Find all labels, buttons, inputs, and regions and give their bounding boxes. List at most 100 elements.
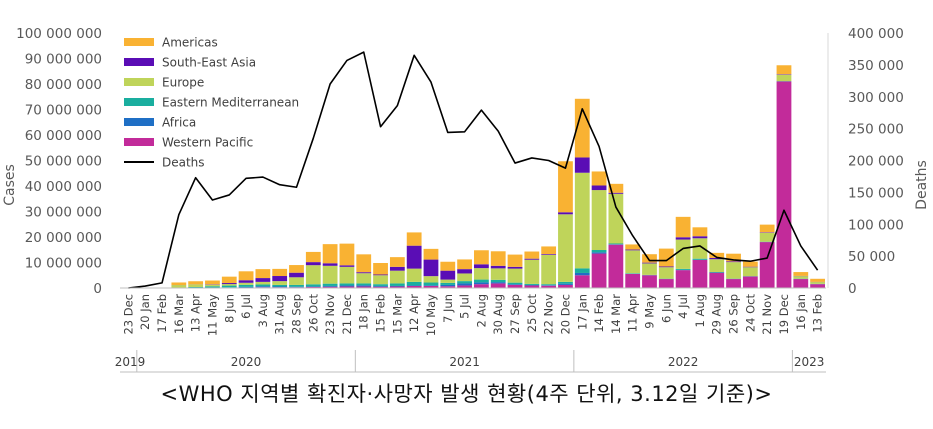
bar-segment bbox=[457, 281, 472, 284]
bar-segment bbox=[524, 283, 540, 285]
x-tick-label: 20 Jan bbox=[138, 294, 152, 330]
bar-segment bbox=[305, 265, 321, 285]
y2-tick-label: 400 000 bbox=[848, 26, 904, 42]
bar-segment bbox=[322, 285, 338, 287]
bar-segment bbox=[474, 250, 489, 265]
bar-segment bbox=[474, 264, 489, 269]
legend-label: Americas bbox=[162, 36, 218, 50]
bar-segment bbox=[221, 283, 237, 285]
bar-segment bbox=[171, 282, 187, 286]
bar-segment bbox=[810, 282, 825, 284]
bar-segment bbox=[675, 270, 691, 288]
x-tick-label: 19 Dec bbox=[777, 294, 791, 335]
x-tick-label: 26 Oct bbox=[306, 294, 320, 333]
x-tick-label: 6 Jun bbox=[659, 294, 673, 323]
legend-swatch bbox=[124, 38, 154, 46]
bar-segment bbox=[423, 285, 439, 286]
x-tick-label: 1 Aug bbox=[693, 294, 707, 327]
bar-segment bbox=[272, 268, 288, 277]
bar-segment bbox=[541, 254, 557, 285]
legend-label: Deaths bbox=[162, 156, 205, 170]
x-tick-label: 7 Jun bbox=[441, 294, 455, 323]
year-label: 2023 bbox=[794, 355, 825, 369]
bar-segment bbox=[356, 272, 372, 274]
legend-label: Eastern Mediterranean bbox=[162, 96, 299, 110]
deaths-line bbox=[128, 51, 819, 289]
bar-segment bbox=[339, 243, 355, 266]
bar-segment bbox=[658, 248, 674, 267]
bar-segment bbox=[658, 266, 674, 268]
bar-segment bbox=[726, 279, 741, 288]
bar-segment bbox=[541, 285, 557, 286]
bar-segment bbox=[625, 250, 641, 274]
chart-caption: <WHO 지역별 확진자·사망자 발생 현황(4주 단위, 3.12일 기준)> bbox=[160, 382, 773, 406]
bar-segment bbox=[440, 261, 456, 271]
bar-segment bbox=[423, 259, 439, 277]
bar-segment bbox=[389, 286, 405, 288]
bar-segment bbox=[524, 259, 540, 284]
bar-segment bbox=[541, 285, 557, 288]
bar-segment bbox=[440, 279, 456, 283]
bar-segment bbox=[558, 214, 573, 282]
y2-tick-label: 350 000 bbox=[848, 58, 904, 74]
bar-segment bbox=[205, 280, 220, 285]
bar-segment bbox=[642, 263, 657, 275]
bar-segment bbox=[490, 251, 506, 266]
bar-segment bbox=[810, 278, 825, 282]
bar-segment bbox=[524, 251, 540, 259]
bar-segment bbox=[507, 284, 523, 288]
x-tick-label: 14 Feb bbox=[592, 294, 606, 333]
bar-segment bbox=[625, 244, 641, 250]
x-tick-label: 10 May bbox=[424, 294, 438, 336]
bar-segment bbox=[490, 282, 506, 284]
bar-segment bbox=[608, 193, 624, 244]
bar-segment bbox=[524, 258, 540, 260]
bar-segment bbox=[423, 248, 439, 260]
bar-segment bbox=[389, 266, 405, 271]
y-tick-label: 60 000 000 bbox=[25, 128, 102, 144]
bar-segment bbox=[423, 282, 439, 286]
bar-segment bbox=[339, 285, 355, 287]
bar-segment bbox=[339, 286, 355, 288]
legend-swatch bbox=[124, 138, 154, 146]
bar-segment bbox=[255, 284, 271, 287]
x-tick-label: 11 Apr bbox=[626, 294, 640, 332]
y-tick-label: 50 000 000 bbox=[25, 154, 102, 170]
bar-segment bbox=[642, 254, 657, 263]
y2-tick-label: 250 000 bbox=[848, 122, 904, 138]
bar-segment bbox=[591, 250, 607, 253]
bar-segment bbox=[726, 262, 741, 279]
bar-segment bbox=[558, 284, 573, 288]
bar-segment bbox=[188, 281, 204, 285]
bar-segment bbox=[406, 232, 422, 246]
x-tick-label: 6 Jul bbox=[239, 294, 253, 319]
x-tick-label: 29 Aug bbox=[710, 294, 724, 335]
bar-segment bbox=[558, 212, 573, 215]
bar-segment bbox=[255, 281, 271, 285]
bar-segment bbox=[356, 273, 372, 284]
bar-segment bbox=[675, 216, 691, 238]
x-tick-label: 21 Dec bbox=[340, 294, 354, 335]
bar-segment bbox=[373, 284, 388, 286]
bar-segment bbox=[558, 161, 573, 213]
year-label: 2019 bbox=[115, 355, 146, 369]
bar-segment bbox=[474, 279, 489, 283]
bar-segment bbox=[255, 269, 271, 279]
bar-segment bbox=[507, 284, 523, 285]
x-tick-label: 15 Feb bbox=[374, 294, 388, 333]
bar-segment bbox=[457, 259, 472, 270]
bar-segment bbox=[591, 190, 607, 251]
bar-segment bbox=[642, 262, 657, 264]
bar-segment bbox=[305, 262, 321, 266]
y2-tick-label: 300 000 bbox=[848, 90, 904, 106]
x-tick-label: 24 Oct bbox=[743, 294, 757, 333]
bar-segment bbox=[490, 283, 506, 288]
legend-swatch bbox=[124, 98, 154, 106]
bar-segment bbox=[322, 265, 338, 284]
bar-segment bbox=[305, 286, 321, 287]
bar-segment bbox=[474, 284, 489, 288]
bar-segment bbox=[574, 98, 590, 158]
y-tick-label: 10 000 000 bbox=[25, 256, 102, 272]
x-tick-label: 31 Aug bbox=[273, 294, 287, 335]
x-tick-label: 26 Sep bbox=[727, 294, 741, 334]
